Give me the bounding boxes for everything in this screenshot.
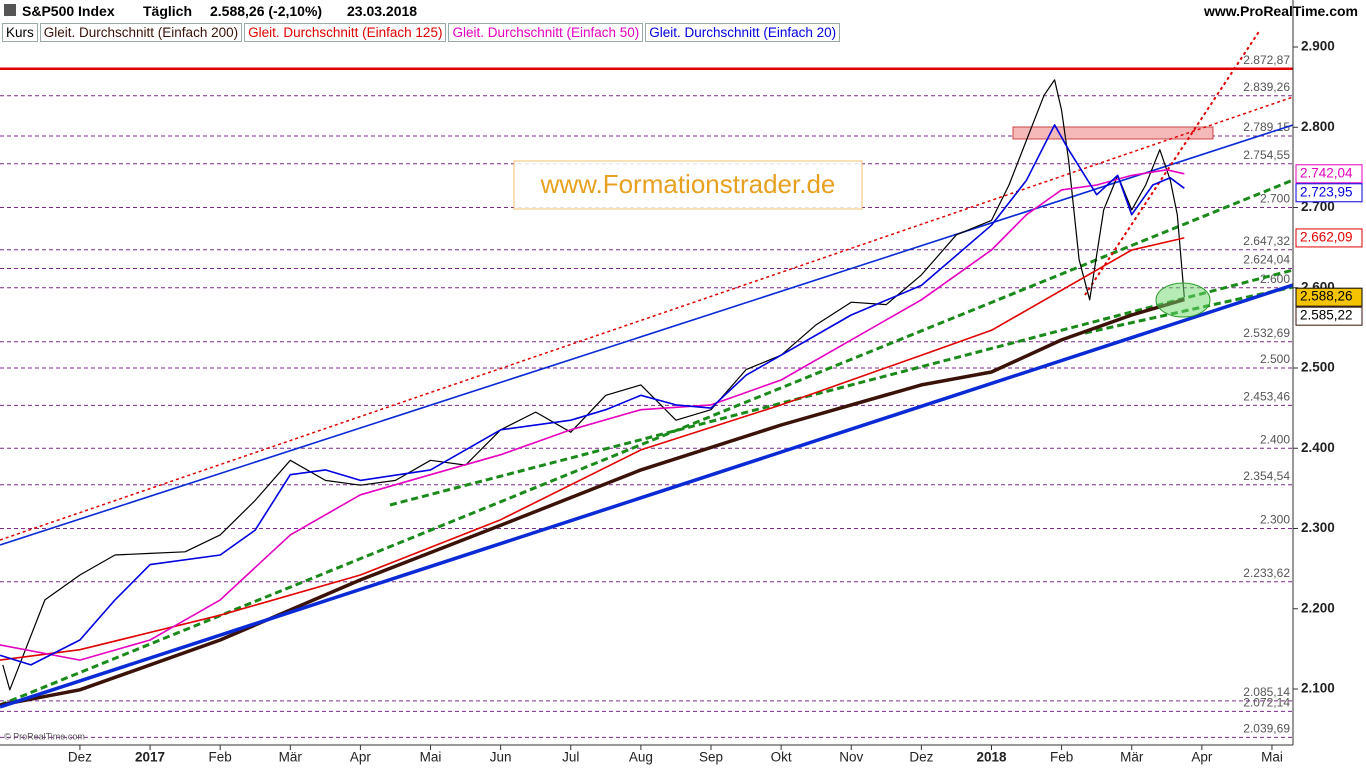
menu-icon[interactable] xyxy=(4,4,16,16)
level-label: 2.500 xyxy=(1260,352,1290,366)
y-tick-label: 2.300 xyxy=(1301,520,1335,535)
value-tag-label: 2.662,09 xyxy=(1300,229,1353,244)
x-tick-label: Okt xyxy=(771,750,792,765)
drawings xyxy=(0,29,1294,707)
y-tick-label: 2.700 xyxy=(1301,199,1335,214)
level-label: 2.754,55 xyxy=(1243,148,1290,162)
x-tick-label: Jul xyxy=(562,750,579,765)
value-tag-label: 2.588,26 xyxy=(1300,289,1353,304)
y-tick-label: 2.200 xyxy=(1301,600,1335,615)
x-tick-label: Feb xyxy=(209,750,232,765)
level-label: 2.085,14 xyxy=(1243,685,1290,699)
x-tick-label: Mär xyxy=(1120,750,1144,765)
x-tick-label: Apr xyxy=(350,750,372,765)
value-tag xyxy=(1295,306,1363,326)
level-label: 2.354,54 xyxy=(1243,469,1290,483)
y-tick-label: 2.800 xyxy=(1301,119,1335,134)
plot-area xyxy=(0,0,1293,745)
x-tick-label: Aug xyxy=(629,750,653,765)
value-tag xyxy=(1295,228,1363,248)
value-tag xyxy=(1295,164,1363,184)
level-label: 2.300 xyxy=(1260,513,1290,527)
x-tick-label: 2017 xyxy=(135,750,165,765)
level-label: 2.839,26 xyxy=(1243,80,1290,94)
watermark-box xyxy=(513,160,863,210)
legend-item[interactable]: Kurs xyxy=(2,23,38,42)
series-line xyxy=(0,237,1185,661)
x-tick-label: Mai xyxy=(1261,750,1283,765)
resistance-zone xyxy=(1012,126,1214,140)
highlight-circle xyxy=(1155,282,1211,318)
symbol: S&P500 Index xyxy=(22,3,115,19)
value-tag xyxy=(1295,183,1363,203)
y-axis-area xyxy=(1293,0,1366,768)
y-tick-label: 2.900 xyxy=(1301,39,1335,54)
green-trend-line xyxy=(389,268,1294,507)
value-tag-label: 2.723,95 xyxy=(1300,184,1353,199)
legend-item[interactable]: Gleit. Durchschnitt (Einfach 50) xyxy=(448,23,644,42)
level-label: 2.532,69 xyxy=(1243,326,1290,340)
axes: 2.1002.2002.3002.4002.5002.6002.7002.800… xyxy=(68,39,1335,765)
value-tags: 2.742,04 2.723,95 2.662,09 2.588,26 2.585,22 xyxy=(1295,164,1363,326)
x-tick-label: Sep xyxy=(699,750,723,765)
watermark: www.Formationstrader.de xyxy=(540,169,836,199)
level-label: 2.872,87 xyxy=(1243,53,1290,67)
copyright: © ProRealTime.com xyxy=(4,731,85,741)
level-label: 2.072,14 xyxy=(1243,696,1290,710)
level-label: 2.233,62 xyxy=(1243,566,1290,580)
x-tick-label: 2018 xyxy=(976,750,1007,765)
support-line xyxy=(0,283,1294,709)
green-trend-line xyxy=(0,178,1294,707)
header: S&P500 Index Täglich 2.588,26 (-2,10%) 2… xyxy=(0,0,1366,22)
y-tick-label: 2.100 xyxy=(1301,681,1335,696)
level-label: 2.789,15 xyxy=(1243,120,1290,134)
date: 23.03.2018 xyxy=(347,3,418,19)
x-tick-label: Mär xyxy=(279,750,303,765)
level-label: 2.039,69 xyxy=(1243,722,1290,736)
series-group xyxy=(0,79,1185,707)
channel-top-line xyxy=(0,124,1294,546)
level-label: 2.400 xyxy=(1260,432,1290,446)
x-tick-label: Nov xyxy=(839,750,863,765)
quote: 2.588,26 (-2,10%) xyxy=(210,3,323,19)
y-tick-label: 2.500 xyxy=(1301,360,1335,375)
period: Täglich xyxy=(143,3,193,19)
level-label: 2.624,04 xyxy=(1243,253,1290,267)
x-tick-label: Mai xyxy=(420,750,442,765)
series-line xyxy=(0,124,1185,666)
y-tick-label: 2.400 xyxy=(1301,440,1335,455)
value-tag xyxy=(1295,287,1363,307)
source: www.ProRealTime.com xyxy=(1203,3,1358,19)
legend-item[interactable]: Gleit. Durchschnitt (Einfach 20) xyxy=(645,23,841,42)
x-tick-label: Jun xyxy=(490,750,512,765)
x-tick-label: Dez xyxy=(909,750,933,765)
series-line xyxy=(0,169,1185,661)
x-tick-label: Dez xyxy=(68,750,92,765)
value-tag-label: 2.742,04 xyxy=(1300,165,1353,180)
x-tick-label: Feb xyxy=(1050,750,1073,765)
legend-item[interactable]: Gleit. Durchschnitt (Einfach 125) xyxy=(244,23,447,42)
x-tick-label: Apr xyxy=(1191,750,1213,765)
legend: Kurs Gleit. Durchschnitt (Einfach 200) Gle… xyxy=(2,23,841,42)
level-label: 2.453,46 xyxy=(1243,390,1290,404)
level-label: 2.700 xyxy=(1260,192,1290,206)
series-line xyxy=(0,297,1185,707)
x-axis-area xyxy=(0,745,1293,768)
level-label: 2.647,32 xyxy=(1243,234,1290,248)
value-tag-label: 2.585,22 xyxy=(1300,308,1353,323)
series-line xyxy=(2,79,1185,691)
legend-item[interactable]: Gleit. Durchschnitt (Einfach 200) xyxy=(39,23,243,42)
steep-red-line xyxy=(1084,29,1261,296)
